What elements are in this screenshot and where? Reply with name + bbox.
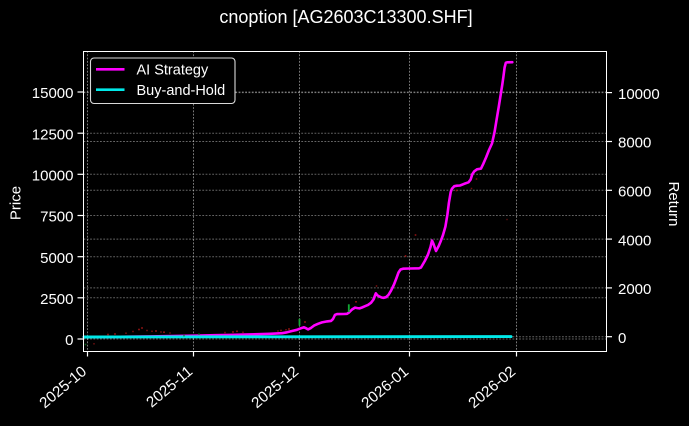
svg-text:10000: 10000 bbox=[32, 168, 74, 185]
svg-text:Buy-and-Hold: Buy-and-Hold bbox=[137, 83, 226, 99]
svg-text:5000: 5000 bbox=[40, 250, 73, 267]
svg-text:8000: 8000 bbox=[618, 135, 651, 152]
svg-text:4000: 4000 bbox=[618, 232, 651, 249]
svg-text:Return: Return bbox=[665, 181, 682, 226]
svg-text:0: 0 bbox=[618, 330, 626, 347]
svg-text:2000: 2000 bbox=[618, 281, 651, 298]
svg-text:0: 0 bbox=[65, 332, 73, 349]
svg-text:cnoption [AG2603C13300.SHF]: cnoption [AG2603C13300.SHF] bbox=[219, 7, 472, 27]
svg-text:2500: 2500 bbox=[40, 291, 73, 308]
svg-text:6000: 6000 bbox=[618, 184, 651, 201]
svg-text:7500: 7500 bbox=[40, 209, 73, 226]
svg-text:12500: 12500 bbox=[32, 126, 74, 143]
svg-text:10000: 10000 bbox=[618, 86, 660, 103]
svg-text:Price: Price bbox=[8, 186, 25, 220]
svg-text:AI Strategy: AI Strategy bbox=[137, 62, 209, 78]
svg-text:15000: 15000 bbox=[32, 85, 74, 102]
